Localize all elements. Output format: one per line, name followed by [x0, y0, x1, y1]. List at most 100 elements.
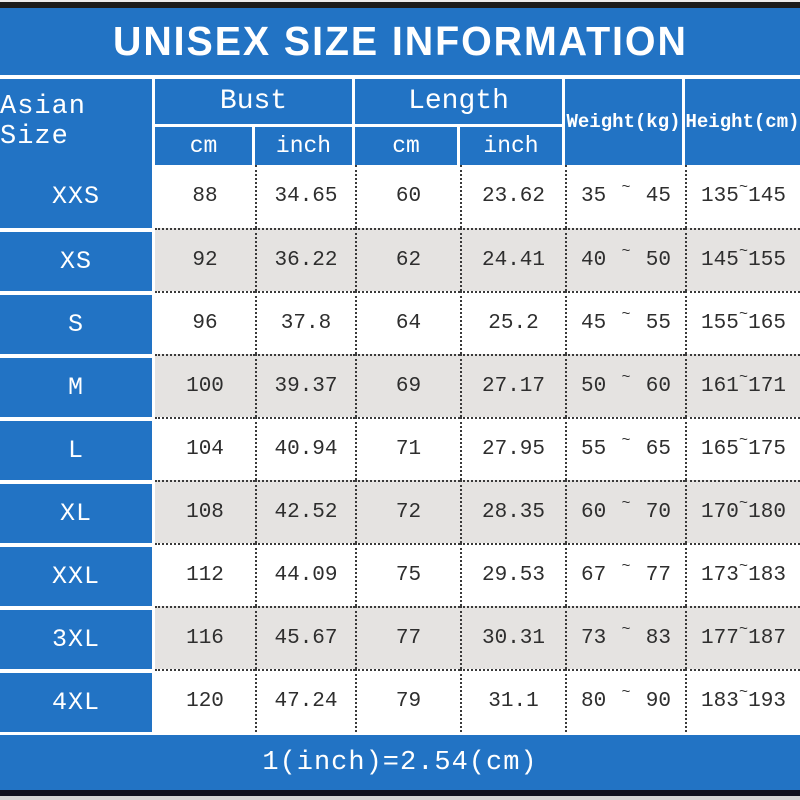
- height-min: 177: [701, 627, 739, 650]
- height-range: 165 ~ 175: [685, 417, 800, 480]
- weight-max: 45: [645, 185, 671, 208]
- height-min: 155: [701, 312, 739, 335]
- conversion-note-band: 1(inch)=2.54(cm): [0, 735, 800, 790]
- header-height: Height(cm): [685, 79, 800, 165]
- length-inch-value: 29.53: [460, 543, 565, 606]
- length-cm-value: 75: [355, 543, 460, 606]
- weight-range: 80 ~ 90: [565, 669, 685, 732]
- bottom-gray-strip: [0, 796, 800, 800]
- tilde-icon: ~: [738, 558, 748, 575]
- height-min: 183: [701, 690, 739, 713]
- weight-min: 55: [581, 438, 607, 461]
- length-cm-value: 69: [355, 354, 460, 417]
- size-label: L: [0, 417, 155, 480]
- tilde-icon: ~: [621, 369, 631, 386]
- table-row: 3XL 116 45.67 77 30.31 73 ~ 83 177 ~ 187: [0, 606, 800, 669]
- bust-cm-value: 112: [155, 543, 255, 606]
- height-max: 171: [748, 375, 786, 398]
- length-cm-value: 71: [355, 417, 460, 480]
- tilde-icon: ~: [621, 306, 631, 323]
- bust-cm-value: 88: [155, 165, 255, 228]
- length-cm-value: 60: [355, 165, 460, 228]
- bust-inch-value: 34.65: [255, 165, 355, 228]
- size-label: XS: [0, 228, 155, 291]
- tilde-icon: ~: [738, 179, 748, 196]
- height-range: 145 ~ 155: [685, 228, 800, 291]
- weight-min: 67: [581, 564, 607, 587]
- divider: [0, 732, 800, 735]
- height-range: 161 ~ 171: [685, 354, 800, 417]
- header-length: Length: [355, 79, 565, 127]
- size-label: S: [0, 291, 155, 354]
- bust-inch-value: 37.8: [255, 291, 355, 354]
- bust-inch-value: 45.67: [255, 606, 355, 669]
- weight-min: 60: [581, 501, 607, 524]
- weight-min: 80: [581, 690, 607, 713]
- height-max: 155: [748, 249, 786, 272]
- weight-min: 45: [581, 312, 607, 335]
- top-white-strip: [0, 0, 800, 2]
- height-max: 193: [748, 690, 786, 713]
- height-range: 155 ~ 165: [685, 291, 800, 354]
- bust-cm-value: 104: [155, 417, 255, 480]
- height-min: 161: [701, 375, 739, 398]
- size-label: 3XL: [0, 606, 155, 669]
- length-inch-value: 25.2: [460, 291, 565, 354]
- table-row: XL 108 42.52 72 28.35 60 ~ 70 170 ~ 180: [0, 480, 800, 543]
- table-body: XXS 88 34.65 60 23.62 35 ~ 45 135 ~ 145 …: [0, 165, 800, 732]
- weight-max: 55: [645, 312, 671, 335]
- table-header: Asian Size Bust cm inch Length cm inch W…: [0, 79, 800, 165]
- height-min: 145: [701, 249, 739, 272]
- bust-inch-value: 36.22: [255, 228, 355, 291]
- height-max: 145: [748, 185, 786, 208]
- length-cm-value: 72: [355, 480, 460, 543]
- height-min: 173: [701, 564, 739, 587]
- table-row: M 100 39.37 69 27.17 50 ~ 60 161 ~ 171: [0, 354, 800, 417]
- bust-inch-value: 42.52: [255, 480, 355, 543]
- tilde-icon: ~: [738, 684, 748, 701]
- size-label: XXL: [0, 543, 155, 606]
- table-row: XXL 112 44.09 75 29.53 67 ~ 77 173 ~ 183: [0, 543, 800, 606]
- table-row: XXS 88 34.65 60 23.62 35 ~ 45 135 ~ 145: [0, 165, 800, 228]
- size-label: XL: [0, 480, 155, 543]
- weight-min: 73: [581, 627, 607, 650]
- weight-max: 83: [645, 627, 671, 650]
- weight-min: 35: [581, 185, 607, 208]
- length-cm-value: 77: [355, 606, 460, 669]
- height-range: 135 ~ 145: [685, 165, 800, 228]
- length-inch-value: 27.95: [460, 417, 565, 480]
- tilde-icon: ~: [738, 369, 748, 386]
- length-inch-value: 24.41: [460, 228, 565, 291]
- height-min: 170: [701, 501, 739, 524]
- tilde-icon: ~: [621, 495, 631, 512]
- weight-range: 45 ~ 55: [565, 291, 685, 354]
- height-range: 177 ~ 187: [685, 606, 800, 669]
- bust-inch-value: 47.24: [255, 669, 355, 732]
- length-inch-value: 30.31: [460, 606, 565, 669]
- bust-cm-value: 96: [155, 291, 255, 354]
- weight-max: 50: [645, 249, 671, 272]
- bust-cm-value: 120: [155, 669, 255, 732]
- weight-range: 60 ~ 70: [565, 480, 685, 543]
- height-range: 170 ~ 180: [685, 480, 800, 543]
- size-label: 4XL: [0, 669, 155, 732]
- tilde-icon: ~: [738, 243, 748, 260]
- bust-cm-value: 92: [155, 228, 255, 291]
- header-length-cm: cm: [355, 127, 460, 165]
- bottom-border-bar: [0, 790, 800, 796]
- header-bust-inch: inch: [255, 127, 355, 165]
- height-max: 180: [748, 501, 786, 524]
- weight-range: 67 ~ 77: [565, 543, 685, 606]
- height-min: 135: [701, 185, 739, 208]
- tilde-icon: ~: [621, 558, 631, 575]
- tilde-icon: ~: [738, 621, 748, 638]
- height-range: 183 ~ 193: [685, 669, 800, 732]
- header-bust: Bust: [155, 79, 355, 127]
- height-min: 165: [701, 438, 739, 461]
- header-asian-size: Asian Size: [0, 79, 155, 165]
- bust-cm-value: 100: [155, 354, 255, 417]
- bust-inch-value: 39.37: [255, 354, 355, 417]
- tilde-icon: ~: [738, 495, 748, 512]
- tilde-icon: ~: [621, 243, 631, 260]
